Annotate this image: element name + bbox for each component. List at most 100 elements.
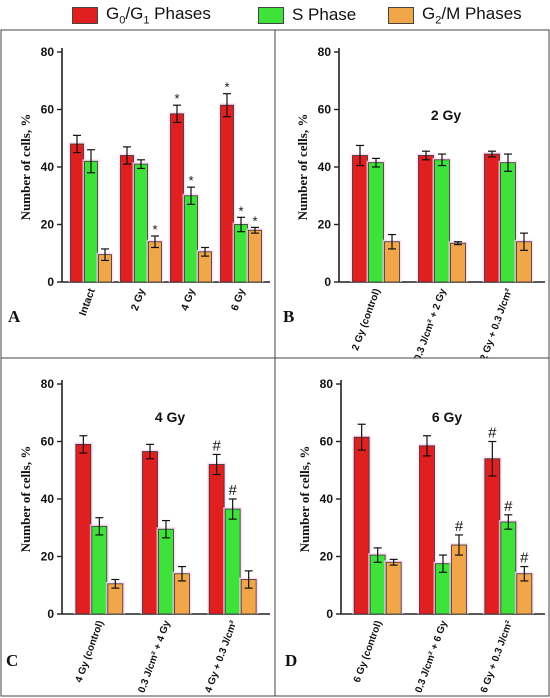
x-tick-label: 0.3 J/cm² + 6 Gy bbox=[414, 619, 450, 694]
significance-mark: * bbox=[238, 203, 243, 218]
panel-letter: B bbox=[283, 307, 294, 326]
y-tick-label: 20 bbox=[320, 550, 334, 564]
bar-s bbox=[369, 554, 386, 615]
x-tick-label: Intact bbox=[77, 286, 98, 317]
significance-mark: # bbox=[212, 437, 221, 454]
chart-title: 6 Gy bbox=[432, 409, 463, 425]
chart-title: 4 Gy bbox=[155, 409, 186, 425]
x-tick-label: 6 Gy (control) bbox=[352, 619, 385, 684]
y-tick-label: 0 bbox=[47, 607, 54, 621]
bar-g0g1 bbox=[418, 155, 434, 283]
y-tick-label: 80 bbox=[318, 45, 332, 59]
x-tick-label: 0.3 J/cm² + 4 Gy bbox=[137, 619, 173, 694]
legend-swatch-g0g1 bbox=[72, 6, 98, 24]
panel-d-chart: 0 20 40 60 80 Number of cells, % 6 Gy 6 Gy (con… bbox=[275, 358, 550, 696]
bar-s bbox=[500, 521, 517, 615]
y-tick-label: 60 bbox=[318, 103, 332, 117]
y-tick-label: 60 bbox=[41, 435, 55, 449]
y-tick-label: 0 bbox=[326, 607, 333, 621]
x-tick-label: 4 Gy (control) bbox=[74, 619, 107, 684]
bar-s bbox=[434, 159, 450, 283]
significance-mark: * bbox=[174, 91, 179, 106]
significance-mark: # bbox=[228, 482, 237, 499]
panel-letter: A bbox=[8, 307, 21, 326]
y-tick-label: 20 bbox=[41, 218, 55, 232]
y-tick-label: 80 bbox=[41, 377, 55, 391]
y-axis-label: Number of cells, % bbox=[18, 114, 33, 221]
y-tick-label: 80 bbox=[320, 377, 334, 391]
y-tick-label: 20 bbox=[318, 218, 332, 232]
y-tick-label: 0 bbox=[47, 275, 54, 289]
legend-label-s: S Phase bbox=[292, 5, 357, 24]
panel-letter: C bbox=[6, 651, 18, 670]
y-axis-label: Number of cells, % bbox=[297, 446, 312, 553]
panel-c-svg: 0 20 40 60 80 Number of cells, % 4 Gy 4 Gy (con… bbox=[6, 377, 270, 695]
bar-g0g1 bbox=[120, 155, 134, 283]
bar-g2m bbox=[385, 561, 402, 615]
bar-g0g1 bbox=[419, 445, 435, 615]
bar-g0g1 bbox=[75, 443, 92, 615]
y-tick-label: 60 bbox=[320, 435, 334, 449]
x-tick-label: 2 Gy (control) bbox=[350, 287, 383, 352]
legend-item-g0g1: G0/G1 Phases bbox=[72, 4, 211, 26]
y-tick-label: 40 bbox=[318, 160, 332, 174]
y-tick-label: 40 bbox=[41, 492, 55, 506]
y-tick-label: 80 bbox=[41, 45, 55, 59]
legend-item-s: S Phase bbox=[258, 4, 356, 26]
bar-g0g1 bbox=[208, 464, 225, 615]
panel-d-svg: 0 20 40 60 80 Number of cells, % 6 Gy 6 Gy (con… bbox=[285, 377, 545, 695]
significance-mark: # bbox=[488, 425, 497, 442]
x-tick-label: 0.3 J/cm² + 2 Gy bbox=[413, 287, 449, 358]
bar-g0g1 bbox=[484, 458, 501, 615]
bar-s bbox=[184, 195, 198, 283]
bar-s bbox=[368, 162, 384, 283]
bar-s bbox=[158, 528, 174, 615]
significance-mark: * bbox=[224, 80, 229, 95]
legend-swatch-s bbox=[258, 6, 284, 24]
bar-g2m bbox=[450, 242, 466, 283]
significance-mark: # bbox=[455, 518, 464, 535]
bar-g0g1 bbox=[484, 153, 500, 283]
y-tick-label: 0 bbox=[324, 275, 331, 289]
chart-title: 2 Gy bbox=[431, 107, 462, 123]
bar-g0g1 bbox=[142, 451, 158, 615]
x-tick-label: 6 Gy bbox=[229, 287, 248, 313]
panel-c-chart: 0 20 40 60 80 Number of cells, % 4 Gy 4 Gy (con… bbox=[0, 358, 275, 696]
y-tick-label: 60 bbox=[41, 103, 55, 117]
bar-g2m bbox=[248, 229, 262, 283]
bar-s bbox=[84, 160, 98, 283]
significance-mark: * bbox=[188, 173, 193, 188]
bar-g0g1 bbox=[353, 436, 370, 615]
significance-mark: # bbox=[520, 550, 529, 567]
significance-mark: * bbox=[252, 213, 257, 228]
legend-item-g2m: G2/M Phases bbox=[388, 4, 522, 26]
bar-s bbox=[224, 508, 241, 615]
bar-s bbox=[134, 163, 148, 283]
y-axis-label: Number of cells, % bbox=[295, 114, 310, 221]
panel-b-svg: 0 20 40 60 80 Number of cells, % 2 Gy 2 Gy (con… bbox=[283, 45, 545, 358]
legend-label-g0g1: G0/G1 Phases bbox=[106, 3, 211, 27]
bar-s bbox=[234, 224, 248, 283]
bar-s bbox=[500, 162, 516, 283]
x-tick-label: 2 Gy bbox=[129, 287, 148, 313]
legend-swatch-g2m bbox=[388, 6, 414, 24]
panel-a-svg: 0 20 40 60 80 Number of cells, % Intact * 2 Gy * *… bbox=[8, 45, 270, 326]
x-tick-label: 2 Gy + 0.3 J/cm² bbox=[479, 287, 516, 358]
bar-g0g1 bbox=[70, 143, 84, 283]
y-tick-label: 20 bbox=[41, 550, 55, 564]
legend-label-g2m: G2/M Phases bbox=[422, 3, 522, 27]
y-axis-label: Number of cells, % bbox=[18, 446, 33, 553]
bar-g0g1 bbox=[170, 113, 184, 283]
panel-letter: D bbox=[285, 651, 297, 670]
bar-s bbox=[91, 525, 108, 615]
bar-g0g1 bbox=[352, 155, 368, 283]
significance-mark: * bbox=[152, 222, 157, 237]
x-tick-label: 6 Gy + 0.3 J/cm² bbox=[479, 619, 516, 695]
chart-legend: G0/G1 Phases S Phase G2/M Phases bbox=[0, 0, 550, 30]
bar-g0g1 bbox=[220, 104, 234, 283]
panel-b-chart: 0 20 40 60 80 Number of cells, % 2 Gy 2 Gy (con… bbox=[275, 30, 550, 358]
panel-a-chart: 0 20 40 60 80 Number of cells, % Intact * 2 Gy * *… bbox=[0, 30, 275, 358]
significance-mark: # bbox=[504, 498, 513, 515]
x-tick-label: 4 Gy + 0.3 J/cm² bbox=[203, 619, 240, 695]
y-tick-label: 40 bbox=[41, 160, 55, 174]
